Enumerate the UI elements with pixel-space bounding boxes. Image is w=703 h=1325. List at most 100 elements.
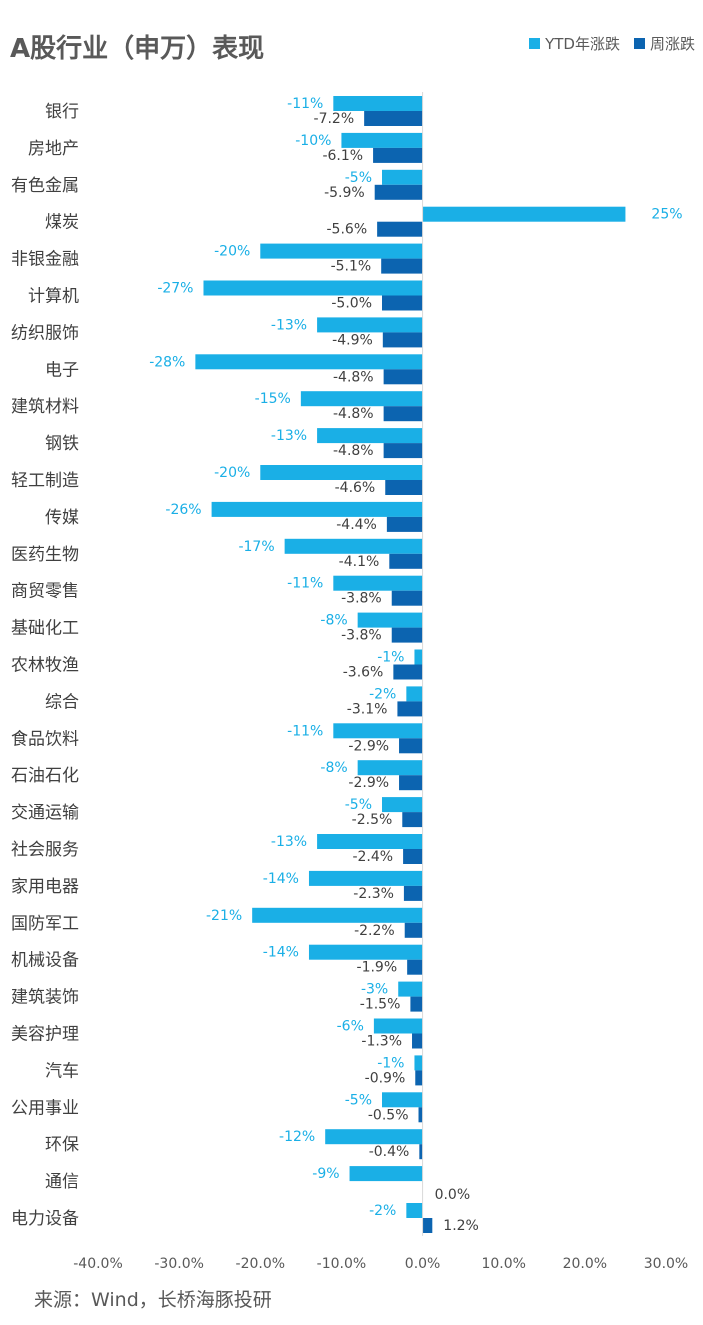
week-bar bbox=[399, 775, 423, 791]
week-data-label: -4.1% bbox=[339, 554, 380, 570]
week-bar bbox=[373, 147, 423, 163]
legend: YTD年涨跌 周涨跌 bbox=[515, 33, 695, 54]
ytd-data-label: -11% bbox=[287, 576, 323, 592]
legend-label-week: 周涨跌 bbox=[649, 35, 695, 53]
week-data-label: -4.8% bbox=[333, 443, 374, 459]
ytd-bar bbox=[414, 649, 423, 665]
week-data-label: -2.4% bbox=[352, 849, 393, 865]
ytd-data-label: -11% bbox=[287, 96, 323, 112]
category-label: 公用事业 bbox=[11, 1098, 79, 1118]
ytd-data-label: -27% bbox=[157, 281, 193, 297]
category-label: 商贸零售 bbox=[11, 582, 79, 602]
week-bar bbox=[415, 1070, 423, 1086]
ytd-data-label: 25% bbox=[651, 207, 682, 223]
week-bar bbox=[391, 590, 423, 606]
week-bar bbox=[391, 627, 423, 643]
week-bar bbox=[412, 1033, 423, 1049]
category-label: 汽车 bbox=[45, 1061, 79, 1081]
ytd-data-label: -2% bbox=[369, 1203, 396, 1219]
week-data-label: -0.9% bbox=[365, 1070, 406, 1086]
ytd-bar bbox=[252, 907, 423, 923]
ytd-bar bbox=[333, 96, 423, 111]
category-label: 机械设备 bbox=[11, 951, 79, 971]
week-bar bbox=[407, 959, 423, 975]
ytd-data-label: -8% bbox=[320, 613, 347, 629]
week-data-label: -5.0% bbox=[331, 296, 372, 312]
ytd-bar bbox=[317, 428, 423, 444]
ytd-data-label: -12% bbox=[279, 1129, 315, 1145]
week-data-label: -1.3% bbox=[361, 1034, 402, 1050]
week-data-label: -3.1% bbox=[347, 701, 388, 717]
ytd-data-label: -20% bbox=[214, 244, 250, 260]
week-bar bbox=[410, 996, 423, 1012]
category-label: 电子 bbox=[45, 360, 79, 380]
week-bar bbox=[364, 111, 423, 126]
ytd-data-label: -3% bbox=[361, 982, 388, 998]
week-data-label: -2.2% bbox=[354, 923, 395, 939]
category-label: 医药生物 bbox=[11, 545, 79, 565]
category-label: 建筑装饰 bbox=[11, 988, 79, 1008]
ytd-data-label: -6% bbox=[337, 1019, 364, 1035]
ytd-data-label: -1% bbox=[377, 650, 404, 666]
legend-label-ytd: YTD年涨跌 bbox=[545, 35, 620, 53]
category-label: 石油石化 bbox=[11, 766, 79, 786]
week-data-label: -2.5% bbox=[352, 812, 393, 828]
category-label: 煤炭 bbox=[45, 213, 79, 233]
week-bar bbox=[377, 221, 423, 237]
ytd-data-label: -11% bbox=[287, 723, 323, 739]
x-tick-label: 0.0% bbox=[405, 1256, 441, 1272]
week-data-label: -6.1% bbox=[322, 148, 363, 164]
ytd-data-label: -13% bbox=[271, 428, 307, 444]
week-data-label: -4.8% bbox=[333, 406, 374, 422]
ytd-data-label: -5% bbox=[345, 170, 372, 186]
week-bar bbox=[393, 664, 423, 680]
ytd-bar bbox=[333, 723, 423, 739]
category-label: 钢铁 bbox=[45, 434, 79, 454]
category-label: 农林牧渔 bbox=[11, 656, 79, 676]
ytd-bar bbox=[317, 834, 423, 849]
x-tick-label: -30.0% bbox=[154, 1256, 204, 1272]
ytd-data-label: -15% bbox=[255, 391, 291, 407]
ytd-data-label: -5% bbox=[345, 797, 372, 813]
ytd-data-label: -21% bbox=[206, 908, 242, 924]
ytd-bar bbox=[382, 169, 423, 185]
category-label: 食品饮料 bbox=[11, 729, 79, 749]
x-tick-label: 20.0% bbox=[563, 1256, 607, 1272]
ytd-data-label: -28% bbox=[149, 354, 185, 370]
category-label: 综合 bbox=[45, 692, 79, 712]
week-data-label: -5.1% bbox=[331, 259, 372, 275]
category-label: 轻工制造 bbox=[11, 471, 79, 491]
legend-item-ytd: YTD年涨跌 bbox=[529, 33, 620, 54]
ytd-bar bbox=[203, 280, 423, 296]
ytd-bar bbox=[373, 1018, 423, 1034]
week-bar bbox=[403, 885, 423, 901]
ytd-bar bbox=[398, 981, 423, 997]
ytd-data-label: -14% bbox=[263, 945, 299, 961]
category-label: 社会服务 bbox=[11, 840, 79, 860]
week-bar bbox=[385, 480, 423, 495]
ytd-bar bbox=[211, 501, 423, 517]
ytd-data-label: -2% bbox=[369, 686, 396, 702]
week-data-label: -0.5% bbox=[368, 1107, 409, 1123]
ytd-data-label: -14% bbox=[263, 871, 299, 887]
ytd-bar bbox=[260, 243, 423, 259]
week-data-label: -1.9% bbox=[357, 960, 398, 976]
ytd-data-label: -5% bbox=[345, 1092, 372, 1108]
ytd-bar bbox=[406, 1203, 423, 1218]
ytd-data-label: -26% bbox=[165, 502, 201, 518]
category-label: 银行 bbox=[45, 102, 79, 122]
week-bar bbox=[386, 516, 423, 532]
ytd-bar bbox=[382, 797, 423, 813]
ytd-bar bbox=[357, 760, 423, 776]
x-tick-label: -20.0% bbox=[236, 1256, 286, 1272]
ytd-data-label: -13% bbox=[271, 834, 307, 850]
ytd-data-label: -17% bbox=[238, 539, 274, 555]
week-data-label: -3.8% bbox=[341, 591, 382, 607]
week-data-label: 1.2% bbox=[443, 1218, 479, 1234]
ytd-data-label: -10% bbox=[295, 133, 331, 149]
category-label: 电力设备 bbox=[11, 1209, 79, 1229]
ytd-bar bbox=[422, 206, 626, 222]
week-data-label: -4.4% bbox=[336, 517, 377, 533]
week-bar bbox=[383, 443, 423, 459]
